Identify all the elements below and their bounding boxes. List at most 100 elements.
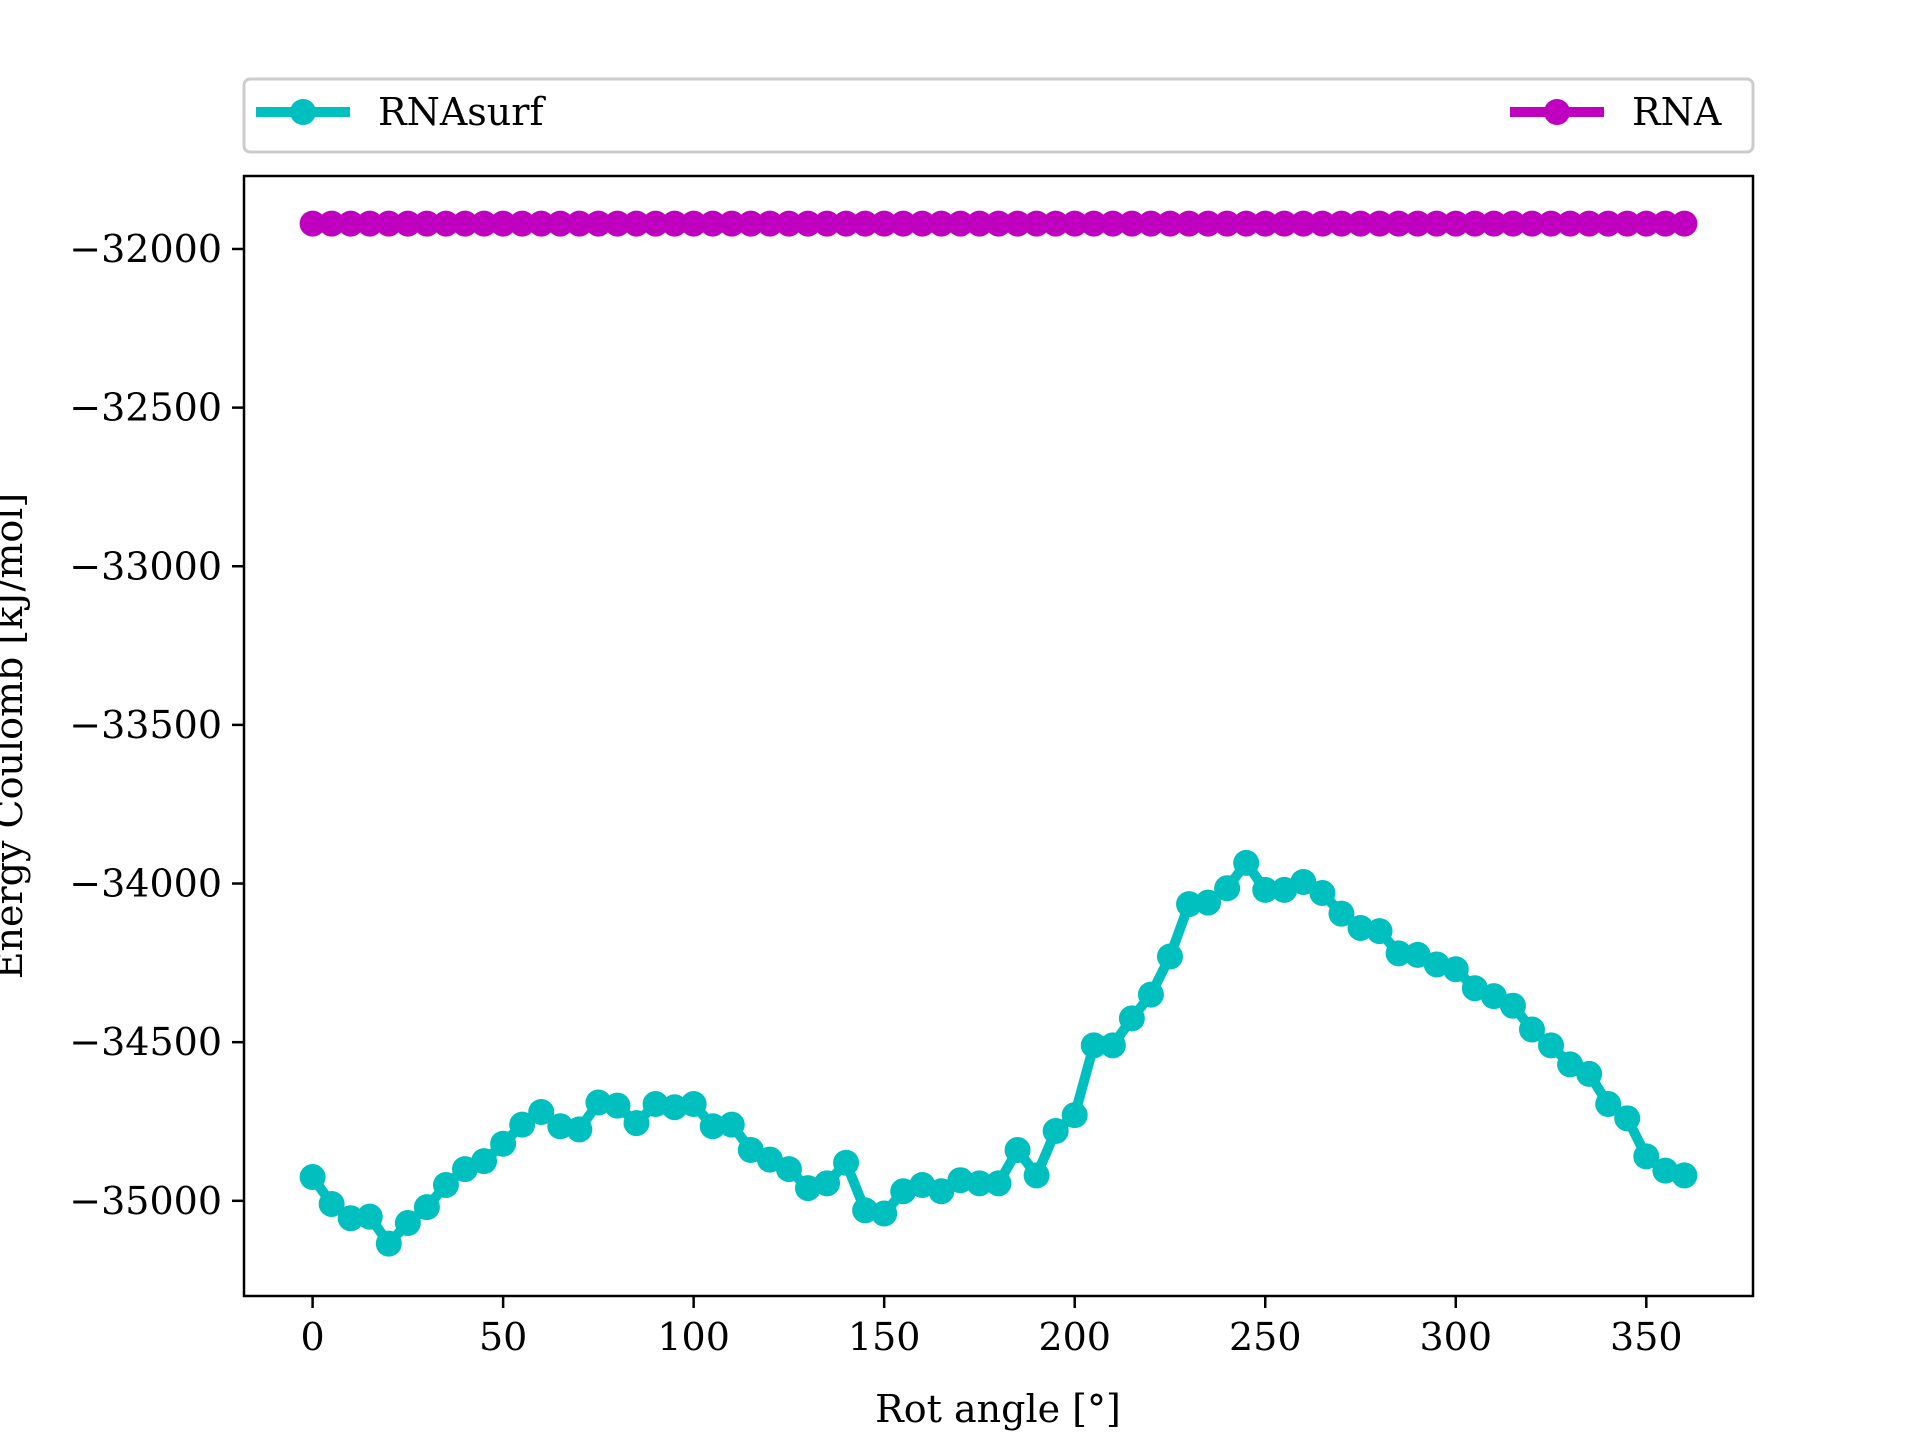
data-point-rna [1080, 210, 1107, 237]
data-point-rna [337, 210, 364, 237]
data-point-rna [356, 210, 383, 237]
data-point-rna [471, 210, 498, 237]
data-point-rnasurf [985, 1170, 1012, 1197]
data-point-rna [1652, 210, 1679, 237]
data-point-rna [1156, 210, 1183, 237]
data-point-rna [375, 210, 402, 237]
data-point-rna [547, 210, 574, 237]
data-point-rna [1557, 210, 1584, 237]
data-point-rnasurf [699, 1113, 726, 1140]
data-point-rnasurf [1118, 1005, 1145, 1032]
data-point-rna [871, 210, 898, 237]
data-point-rna [718, 210, 745, 237]
data-point-rnasurf [1366, 918, 1393, 945]
legend-label-rnasurf: RNAsurf [378, 90, 546, 134]
data-point-rnasurf [1499, 992, 1526, 1019]
data-point-rnasurf [318, 1190, 345, 1217]
x-tick-label: 150 [848, 1315, 921, 1359]
data-point-rnasurf [814, 1170, 841, 1197]
data-point-rna [756, 210, 783, 237]
data-point-rna [909, 210, 936, 237]
data-point-rnasurf [1176, 891, 1203, 918]
data-point-rna [1137, 210, 1164, 237]
data-point-rna [1614, 210, 1641, 237]
data-point-rnasurf [471, 1148, 498, 1175]
data-point-rna [452, 210, 479, 237]
y-tick-label: −34500 [69, 1020, 222, 1064]
data-point-rnasurf [1156, 943, 1183, 970]
y-tick-label: −33000 [69, 544, 222, 588]
data-point-rnasurf [1328, 900, 1355, 927]
data-point-rna [509, 210, 536, 237]
data-point-rnasurf [1518, 1016, 1545, 1043]
plot-frame [242, 174, 1755, 1298]
data-point-rna [814, 210, 841, 237]
legend-entry-rnasurf: RNAsurf [256, 90, 546, 134]
data-point-rnasurf [1309, 880, 1336, 907]
data-point-rna [604, 210, 631, 237]
y-tick-label: −32500 [69, 386, 222, 430]
data-point-rna [1404, 210, 1431, 237]
x-tick-label: 50 [479, 1315, 527, 1359]
data-point-rnasurf [1385, 940, 1412, 967]
data-point-rnasurf [1195, 889, 1222, 916]
data-point-rna [1576, 210, 1603, 237]
data-point-rna [1099, 210, 1126, 237]
data-point-rnasurf [432, 1171, 459, 1198]
y-axis-label: Energy Coulomb [kJ/mol] [0, 493, 31, 979]
data-point-rna [833, 210, 860, 237]
data-point-rnasurf [1442, 956, 1469, 983]
legend-label-rna: RNA [1632, 90, 1722, 134]
data-point-rnasurf [623, 1110, 650, 1137]
data-point-rna [1442, 210, 1469, 237]
data-point-rna [1004, 210, 1031, 237]
data-point-rnasurf [1595, 1091, 1622, 1118]
data-point-rna [528, 210, 555, 237]
y-tick-label: −32000 [69, 227, 222, 271]
data-point-rna [1480, 210, 1507, 237]
data-point-rnasurf [356, 1203, 383, 1230]
data-point-rnasurf [1576, 1060, 1603, 1087]
data-point-rnasurf [1080, 1032, 1107, 1059]
data-point-rna [1061, 210, 1088, 237]
legend: RNAsurf RNA [242, 77, 1755, 154]
legend-entry-rna: RNA [1510, 90, 1722, 134]
data-point-rna [566, 210, 593, 237]
legend-marker-rnasurf [290, 99, 316, 125]
data-point-rnasurf [928, 1178, 955, 1205]
data-point-rna [1214, 210, 1241, 237]
data-point-rnasurf [1042, 1118, 1069, 1145]
x-tick-label: 200 [1038, 1315, 1111, 1359]
legend-frame [242, 77, 1755, 154]
plot-area [244, 176, 1753, 1296]
data-point-rna [1290, 210, 1317, 237]
data-point-rnasurf [337, 1205, 364, 1232]
data-point-rna [1271, 210, 1298, 237]
data-point-rna [1252, 210, 1279, 237]
data-point-rna [1042, 210, 1069, 237]
x-tick-label: 250 [1229, 1315, 1302, 1359]
data-point-rnasurf [413, 1194, 440, 1221]
data-point-rnasurf [833, 1149, 860, 1176]
data-point-rnasurf [528, 1098, 555, 1125]
data-point-rnasurf [966, 1170, 993, 1197]
data-point-rna [1233, 210, 1260, 237]
data-point-rna [1499, 210, 1526, 237]
data-point-rna [585, 210, 612, 237]
data-point-rna [852, 210, 879, 237]
data-point-rna [1366, 210, 1393, 237]
data-point-rna [1633, 210, 1660, 237]
x-tick-label: 350 [1610, 1315, 1683, 1359]
data-point-rna [318, 210, 345, 237]
data-point-rnasurf [1061, 1102, 1088, 1129]
data-point-rna [1328, 210, 1355, 237]
y-tick-label: −33500 [69, 703, 222, 747]
x-axis: 0 50 100 150 200 250 300 350 [300, 1296, 1683, 1359]
data-point-rna [299, 210, 326, 237]
data-point-rna [699, 210, 726, 237]
y-tick-label: −34000 [69, 862, 222, 906]
data-point-rna [1595, 210, 1622, 237]
data-point-rna [985, 210, 1012, 237]
data-point-rna [1671, 210, 1698, 237]
y-axis: −32000 −32500 −33000 −33500 −34000 −34500 −350… [69, 227, 244, 1223]
